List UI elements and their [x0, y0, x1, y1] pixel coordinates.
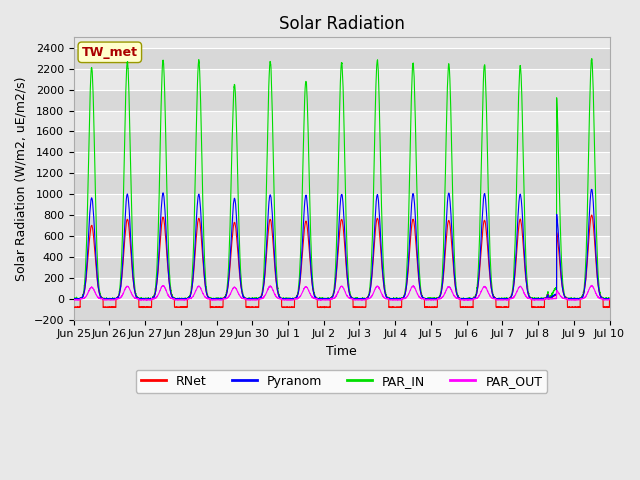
- PAR_OUT: [605, 297, 613, 303]
- Text: TW_met: TW_met: [82, 46, 138, 59]
- Bar: [74, 173, 609, 194]
- Line: Pyranom: Pyranom: [74, 189, 609, 299]
- PAR_OUT: [322, 297, 330, 302]
- PAR_OUT: [492, 297, 500, 303]
- Bar: [74, 152, 609, 173]
- Bar: [74, 194, 609, 215]
- PAR_IN: [492, 296, 500, 301]
- Bar: [74, 257, 609, 278]
- RNet: [588, 212, 595, 218]
- RNet: [70, 305, 77, 311]
- PAR_OUT: [432, 297, 440, 303]
- Bar: [74, 69, 609, 90]
- RNet: [322, 304, 330, 310]
- Line: PAR_IN: PAR_IN: [74, 59, 609, 299]
- Bar: [74, 110, 609, 132]
- PAR_IN: [605, 295, 612, 300]
- Bar: [74, 236, 609, 257]
- Y-axis label: Solar Radiation (W/m2, uE/m2/s): Solar Radiation (W/m2, uE/m2/s): [15, 76, 28, 281]
- Pyranom: [492, 296, 500, 302]
- Bar: [74, 48, 609, 69]
- PAR_OUT: [166, 295, 174, 301]
- Bar: [74, 299, 609, 320]
- RNet: [492, 304, 500, 310]
- X-axis label: Time: Time: [326, 345, 357, 358]
- PAR_IN: [70, 296, 77, 302]
- RNet: [462, 304, 470, 310]
- Pyranom: [70, 296, 77, 302]
- PAR_IN: [588, 56, 596, 61]
- Bar: [74, 132, 609, 152]
- Pyranom: [461, 296, 469, 301]
- PAR_IN: [432, 296, 440, 302]
- PAR_OUT: [462, 297, 470, 303]
- Bar: [74, 90, 609, 110]
- Bar: [74, 278, 609, 299]
- RNet: [207, 305, 214, 311]
- Legend: RNet, Pyranom, PAR_IN, PAR_OUT: RNet, Pyranom, PAR_IN, PAR_OUT: [136, 370, 547, 393]
- Pyranom: [605, 296, 613, 302]
- Pyranom: [588, 186, 595, 192]
- PAR_OUT: [70, 297, 78, 303]
- PAR_OUT: [588, 283, 596, 288]
- Line: PAR_OUT: PAR_OUT: [74, 286, 609, 300]
- Pyranom: [432, 296, 440, 301]
- PAR_OUT: [70, 297, 77, 302]
- Line: RNet: RNet: [74, 215, 609, 308]
- Pyranom: [166, 286, 174, 292]
- Pyranom: [605, 296, 612, 302]
- Bar: [74, 215, 609, 236]
- PAR_IN: [461, 296, 469, 302]
- PAR_IN: [322, 296, 330, 301]
- RNet: [432, 304, 440, 310]
- PAR_IN: [166, 279, 174, 285]
- Title: Solar Radiation: Solar Radiation: [278, 15, 404, 33]
- RNet: [166, 286, 174, 292]
- RNet: [605, 304, 613, 310]
- PAR_IN: [605, 296, 613, 302]
- Pyranom: [322, 296, 330, 301]
- RNet: [605, 296, 613, 302]
- PAR_OUT: [605, 296, 613, 302]
